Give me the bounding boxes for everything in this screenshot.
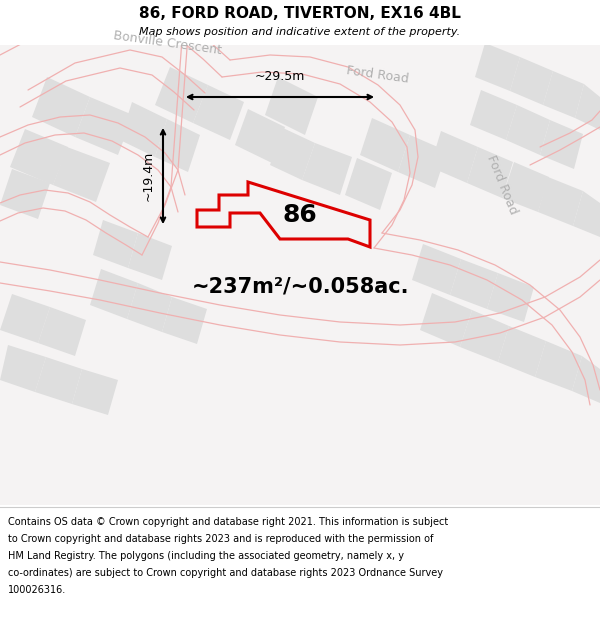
Text: Ford Road: Ford Road: [484, 154, 520, 216]
Polygon shape: [0, 345, 46, 392]
Polygon shape: [398, 135, 447, 188]
Polygon shape: [510, 57, 553, 105]
Polygon shape: [120, 102, 167, 157]
Text: ~237m²/~0.058ac.: ~237m²/~0.058ac.: [191, 277, 409, 297]
Polygon shape: [412, 244, 461, 295]
Text: ~19.4m: ~19.4m: [142, 151, 155, 201]
Polygon shape: [35, 357, 82, 404]
Polygon shape: [235, 109, 285, 163]
Text: Contains OS data © Crown copyright and database right 2021. This information is : Contains OS data © Crown copyright and d…: [8, 517, 448, 527]
Polygon shape: [420, 293, 472, 347]
Polygon shape: [90, 269, 138, 319]
Polygon shape: [270, 128, 315, 180]
Polygon shape: [467, 147, 513, 198]
Polygon shape: [575, 84, 600, 130]
Text: Ford Road: Ford Road: [346, 64, 410, 86]
Polygon shape: [38, 307, 86, 356]
Polygon shape: [155, 67, 208, 123]
Polygon shape: [162, 297, 207, 344]
Polygon shape: [128, 233, 172, 280]
Text: Map shows position and indicative extent of the property.: Map shows position and indicative extent…: [139, 27, 461, 37]
Polygon shape: [573, 191, 600, 237]
Polygon shape: [572, 356, 600, 403]
Text: 100026316.: 100026316.: [8, 585, 66, 595]
Polygon shape: [360, 118, 410, 172]
Text: ~29.5m: ~29.5m: [255, 70, 305, 83]
Text: co-ordinates) are subject to Crown copyright and database rights 2023 Ordnance S: co-ordinates) are subject to Crown copyr…: [8, 568, 443, 578]
Polygon shape: [543, 71, 584, 118]
Polygon shape: [0, 169, 50, 219]
Polygon shape: [502, 162, 549, 212]
Polygon shape: [475, 43, 520, 91]
Polygon shape: [506, 105, 550, 155]
Polygon shape: [487, 273, 534, 322]
Polygon shape: [430, 131, 478, 183]
Text: to Crown copyright and database rights 2023 and is reproduced with the permissio: to Crown copyright and database rights 2…: [8, 534, 433, 544]
Polygon shape: [302, 143, 352, 195]
Polygon shape: [32, 77, 90, 137]
Text: 86: 86: [283, 203, 317, 227]
Polygon shape: [540, 120, 583, 169]
Text: 86, FORD ROAD, TIVERTON, EX16 4BL: 86, FORD ROAD, TIVERTON, EX16 4BL: [139, 6, 461, 21]
Polygon shape: [127, 283, 172, 332]
Polygon shape: [93, 220, 138, 268]
Polygon shape: [450, 259, 498, 309]
Polygon shape: [265, 77, 318, 135]
Text: HM Land Registry. The polygons (including the associated geometry, namely x, y: HM Land Registry. The polygons (includin…: [8, 551, 404, 561]
Polygon shape: [193, 85, 244, 140]
Polygon shape: [10, 129, 68, 185]
Polygon shape: [75, 97, 133, 155]
Polygon shape: [155, 119, 200, 172]
Polygon shape: [53, 147, 110, 202]
Polygon shape: [538, 177, 583, 226]
Polygon shape: [72, 369, 118, 415]
Polygon shape: [498, 326, 546, 377]
Polygon shape: [535, 341, 582, 391]
Polygon shape: [345, 158, 392, 210]
Polygon shape: [0, 294, 50, 343]
Polygon shape: [460, 310, 509, 362]
Polygon shape: [470, 90, 517, 140]
Text: Bonville Crescent: Bonville Crescent: [113, 29, 223, 57]
